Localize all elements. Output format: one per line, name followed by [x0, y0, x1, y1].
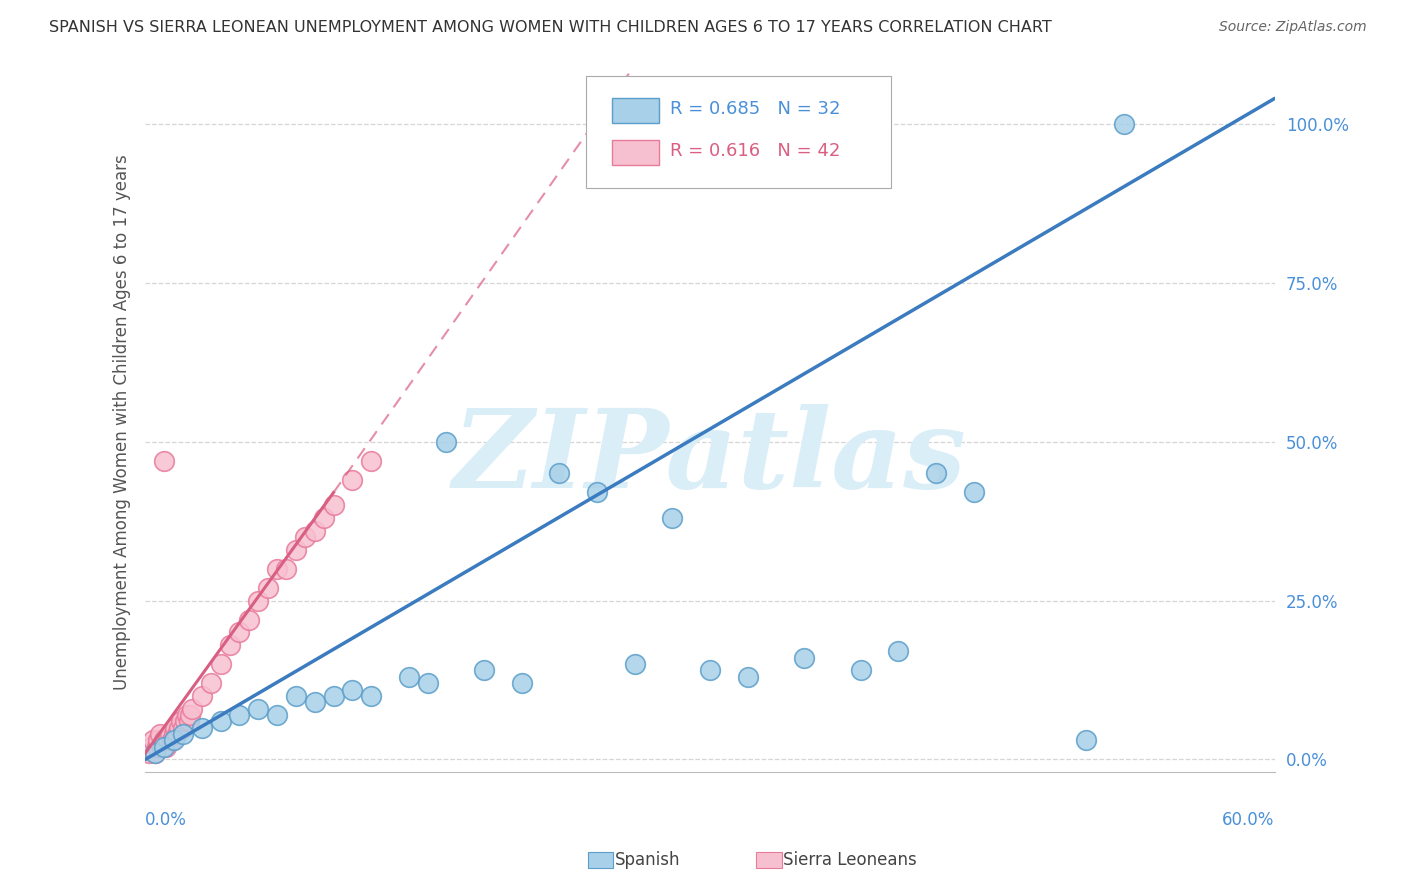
- Point: [156, 733, 179, 747]
- FancyBboxPatch shape: [612, 140, 659, 165]
- Point: [179, 708, 201, 723]
- Point: [548, 467, 571, 481]
- Point: [276, 562, 298, 576]
- Point: [167, 721, 190, 735]
- FancyBboxPatch shape: [586, 77, 891, 188]
- FancyBboxPatch shape: [612, 98, 659, 123]
- Point: [304, 695, 326, 709]
- Point: [172, 721, 194, 735]
- Point: [228, 708, 250, 723]
- Point: [159, 727, 181, 741]
- Point: [191, 721, 214, 735]
- Point: [145, 739, 167, 754]
- Point: [849, 664, 872, 678]
- Point: [238, 613, 260, 627]
- Point: [247, 701, 270, 715]
- Text: Spanish: Spanish: [614, 851, 681, 869]
- Point: [623, 657, 645, 672]
- Point: [510, 676, 533, 690]
- Point: [209, 714, 232, 729]
- Y-axis label: Unemployment Among Women with Children Ages 6 to 17 years: Unemployment Among Women with Children A…: [114, 154, 131, 690]
- Point: [586, 485, 609, 500]
- Point: [887, 644, 910, 658]
- Point: [162, 733, 184, 747]
- Point: [314, 511, 336, 525]
- Point: [1114, 117, 1136, 131]
- Point: [228, 625, 250, 640]
- Point: [166, 727, 188, 741]
- Point: [436, 434, 458, 449]
- Point: [138, 746, 160, 760]
- Text: R = 0.616   N = 42: R = 0.616 N = 42: [671, 143, 841, 161]
- Point: [149, 727, 172, 741]
- Point: [284, 542, 307, 557]
- Point: [322, 689, 344, 703]
- Point: [172, 727, 194, 741]
- Point: [360, 453, 382, 467]
- Point: [173, 714, 195, 729]
- Point: [737, 670, 759, 684]
- Point: [139, 739, 162, 754]
- Point: [962, 485, 984, 500]
- Point: [170, 714, 193, 729]
- Point: [181, 701, 204, 715]
- Point: [699, 664, 721, 678]
- Point: [247, 593, 270, 607]
- Point: [143, 746, 166, 760]
- Text: SPANISH VS SIERRA LEONEAN UNEMPLOYMENT AMONG WOMEN WITH CHILDREN AGES 6 TO 17 YE: SPANISH VS SIERRA LEONEAN UNEMPLOYMENT A…: [49, 20, 1052, 35]
- Point: [153, 733, 176, 747]
- Point: [322, 498, 344, 512]
- Text: Source: ZipAtlas.com: Source: ZipAtlas.com: [1219, 20, 1367, 34]
- Point: [472, 664, 495, 678]
- Point: [284, 689, 307, 703]
- Point: [162, 727, 184, 741]
- Point: [342, 682, 364, 697]
- Point: [304, 524, 326, 538]
- Point: [191, 689, 214, 703]
- Point: [256, 581, 278, 595]
- Text: ZIPatlas: ZIPatlas: [453, 404, 967, 511]
- Text: Sierra Leoneans: Sierra Leoneans: [783, 851, 917, 869]
- Point: [148, 733, 170, 747]
- Point: [398, 670, 420, 684]
- Point: [177, 714, 200, 729]
- Point: [165, 721, 187, 735]
- Point: [294, 530, 316, 544]
- Point: [160, 733, 183, 747]
- Point: [342, 473, 364, 487]
- Text: R = 0.685   N = 32: R = 0.685 N = 32: [671, 100, 841, 119]
- Point: [219, 638, 242, 652]
- Point: [793, 650, 815, 665]
- Point: [360, 689, 382, 703]
- Point: [142, 733, 165, 747]
- Point: [1076, 733, 1098, 747]
- Point: [209, 657, 232, 672]
- Text: 0.0%: 0.0%: [145, 811, 187, 829]
- Point: [925, 467, 948, 481]
- Point: [153, 453, 176, 467]
- Point: [416, 676, 439, 690]
- Point: [176, 708, 198, 723]
- Point: [143, 746, 166, 760]
- Point: [153, 739, 176, 754]
- Point: [155, 739, 177, 754]
- Point: [661, 511, 683, 525]
- Point: [266, 562, 288, 576]
- Point: [200, 676, 222, 690]
- Text: 60.0%: 60.0%: [1222, 811, 1275, 829]
- Point: [150, 739, 173, 754]
- Point: [266, 708, 288, 723]
